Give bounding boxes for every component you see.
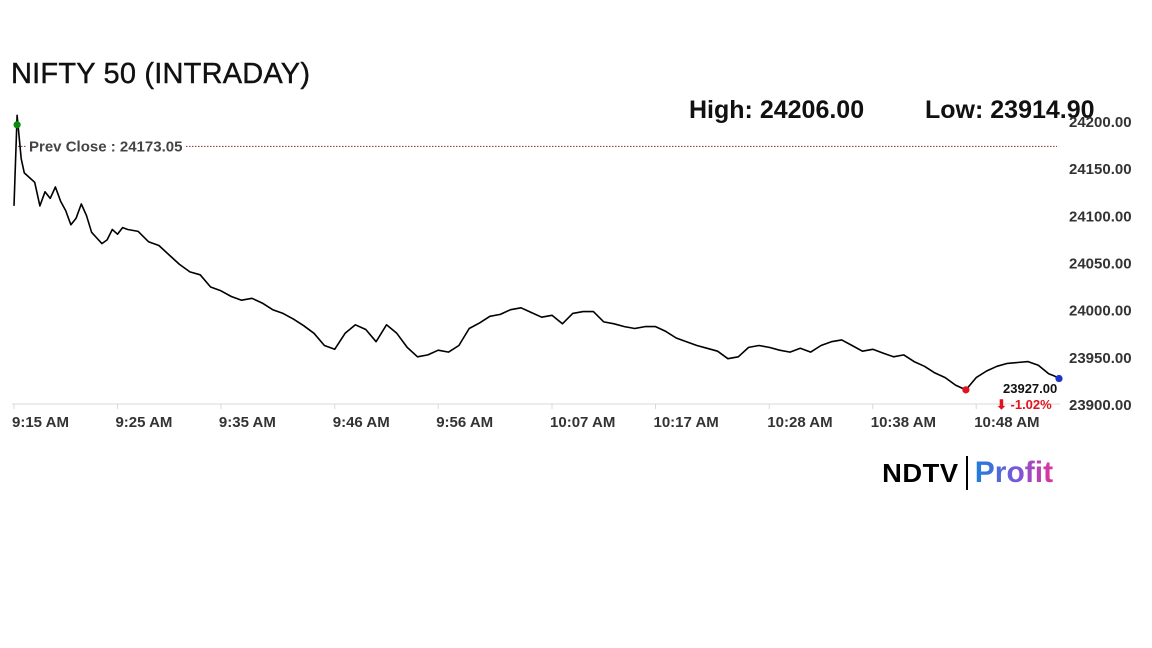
series-line [13,114,1060,391]
end-marker [1055,374,1063,383]
chart-title: NIFTY 50 (INTRADAY) [11,58,311,90]
logo-brand: NDTV [882,457,959,488]
series-markers [13,121,1063,394]
low-value-label: Low: 23914.90 [925,96,1095,125]
x-tick-label: 10:48 AM [974,414,1039,431]
x-tick-label: 10:28 AM [767,414,832,431]
y-tick-label: 24000.00 [1069,303,1132,320]
high-caption: High: [689,96,753,124]
x-tick-label: 10:07 AM [550,414,615,431]
logo-product: Profit [974,456,1054,489]
last-value-label: 23927.00 [1003,381,1057,396]
logo-divider [965,456,968,490]
y-tick-label: 24200.00 [1069,114,1132,131]
y-axis-ticks: 24200.00 24150.00 24100.00 24050.00 24000.00… [1069,114,1132,414]
high-number: 24206.00 [759,96,865,124]
x-tick-label: 9:15 AM [12,414,69,431]
low-caption: Low: [925,96,984,124]
start-marker [13,121,21,129]
ndtv-profit-logo: NDTV Profit [882,455,1054,491]
y-tick-label: 23900.00 [1069,397,1132,414]
x-tick-label: 9:35 AM [219,414,276,431]
change-percent-label: ⬇ -1.02% [996,397,1052,412]
low-number: 23914.90 [990,96,1095,124]
prev-close-label: Prev Close : 24173.05 [29,138,182,155]
x-tick-label: 9:25 AM [115,414,172,431]
x-axis-ticks: 9:15 AM 9:25 AM 9:35 AM 9:46 AM 9:56 AM 10:07… [12,404,1040,431]
y-tick-label: 24050.00 [1069,256,1132,273]
x-tick-label: 9:46 AM [333,414,390,431]
x-tick-label: 10:38 AM [871,414,936,431]
low-marker [962,386,970,394]
x-tick-label: 9:56 AM [436,414,493,431]
y-tick-label: 23950.00 [1069,350,1132,367]
y-tick-label: 24100.00 [1069,208,1132,225]
y-tick-label: 24150.00 [1069,161,1132,178]
x-tick-label: 10:17 AM [653,414,718,431]
high-value-label: High: 24206.00 [689,96,864,125]
